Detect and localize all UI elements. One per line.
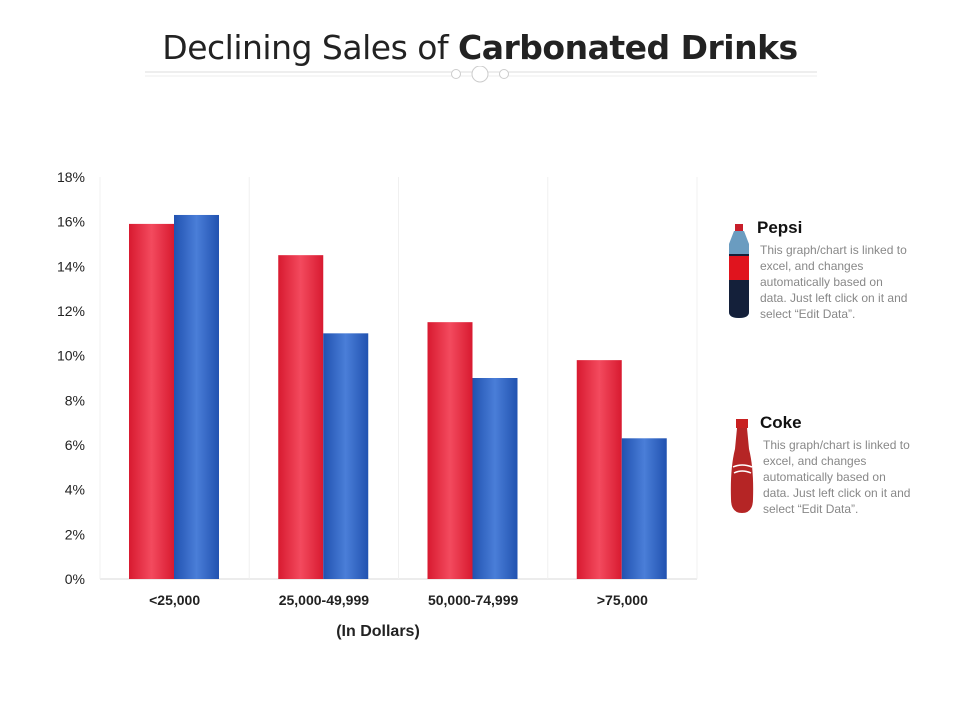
- bar-series1-1: [278, 255, 324, 579]
- bar-series1-0: [129, 223, 174, 579]
- x-tick-label: 50,000-74,999: [428, 592, 519, 608]
- y-tick-label: 14%: [57, 258, 85, 274]
- y-tick-label: 18%: [57, 169, 85, 185]
- bar-series2-2: [472, 378, 518, 579]
- legend-item-coke: Coke This graph/chart is linked to excel…: [728, 413, 918, 523]
- title-divider: [145, 66, 817, 83]
- y-tick-label: 2%: [65, 526, 85, 542]
- bar-series2-1: [323, 333, 369, 579]
- x-tick-label: 25,000-49,999: [279, 592, 370, 608]
- y-tick-label: 12%: [57, 303, 85, 319]
- y-tick-label: 8%: [65, 392, 85, 408]
- bar-series1-2: [427, 322, 473, 579]
- y-tick-label: 16%: [57, 214, 85, 230]
- legend-title: Coke: [760, 413, 802, 432]
- legend-title: Pepsi: [757, 218, 803, 237]
- bar-series2-3: [621, 438, 667, 579]
- page-title: Declining Sales of Carbonated Drinks: [0, 28, 960, 67]
- pepsi-bottle-icon: [729, 224, 749, 318]
- coke-bottle-icon: [730, 419, 754, 513]
- x-tick-label: <25,000: [149, 592, 200, 608]
- y-tick-label: 4%: [65, 482, 85, 498]
- y-tick-label: 10%: [57, 348, 85, 364]
- x-tick-label: >75,000: [597, 592, 648, 608]
- bar-series1-3: [576, 360, 622, 579]
- legend-item-pepsi: Pepsi This graph/chart is linked to exce…: [725, 218, 915, 328]
- bar-series2-0: [174, 214, 219, 579]
- legend-description: This graph/chart is linked to excel, and…: [760, 243, 908, 321]
- legend-description: This graph/chart is linked to excel, and…: [763, 438, 911, 516]
- x-axis-label: (In Dollars): [336, 623, 420, 640]
- title-bold: Carbonated Drinks: [458, 28, 798, 67]
- title-normal: Declining Sales of: [162, 28, 459, 67]
- y-tick-label: 0%: [65, 571, 85, 587]
- y-tick-label: 6%: [65, 437, 85, 453]
